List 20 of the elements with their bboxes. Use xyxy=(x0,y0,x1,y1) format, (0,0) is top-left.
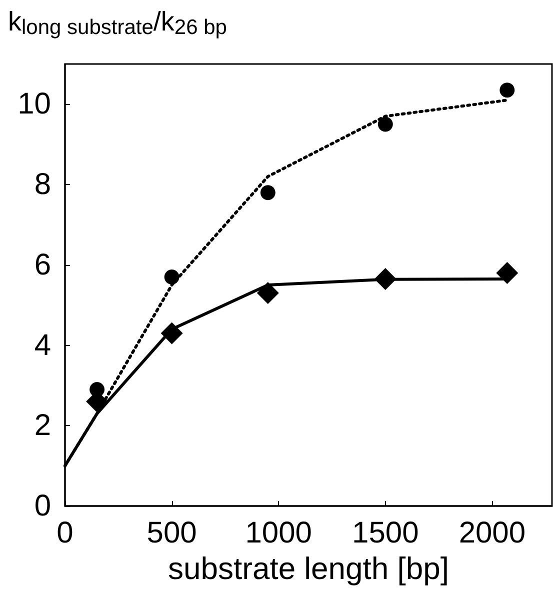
point xyxy=(164,269,180,284)
y-tick-label: 2 xyxy=(34,409,51,442)
y-tick-label: 0 xyxy=(34,490,51,522)
x-axis-title: substrate length [bp] xyxy=(168,550,449,586)
x-tick-label: 0 xyxy=(56,516,74,550)
y-tick-label: 8 xyxy=(34,168,51,202)
y-tick-label: 10 xyxy=(18,88,51,121)
point xyxy=(374,268,396,290)
point xyxy=(260,185,276,200)
x-tick-label: 1000 xyxy=(245,516,312,550)
y-tick-label: 6 xyxy=(34,248,51,282)
x-tick-label: 2000 xyxy=(458,516,526,550)
y-tick-label: 4 xyxy=(34,328,51,362)
point xyxy=(500,82,515,98)
x-tick-label: 500 xyxy=(146,516,197,550)
point xyxy=(256,282,279,304)
x-tick-label: 1500 xyxy=(352,516,419,550)
point xyxy=(160,322,183,344)
point xyxy=(496,262,518,284)
point xyxy=(378,116,393,132)
